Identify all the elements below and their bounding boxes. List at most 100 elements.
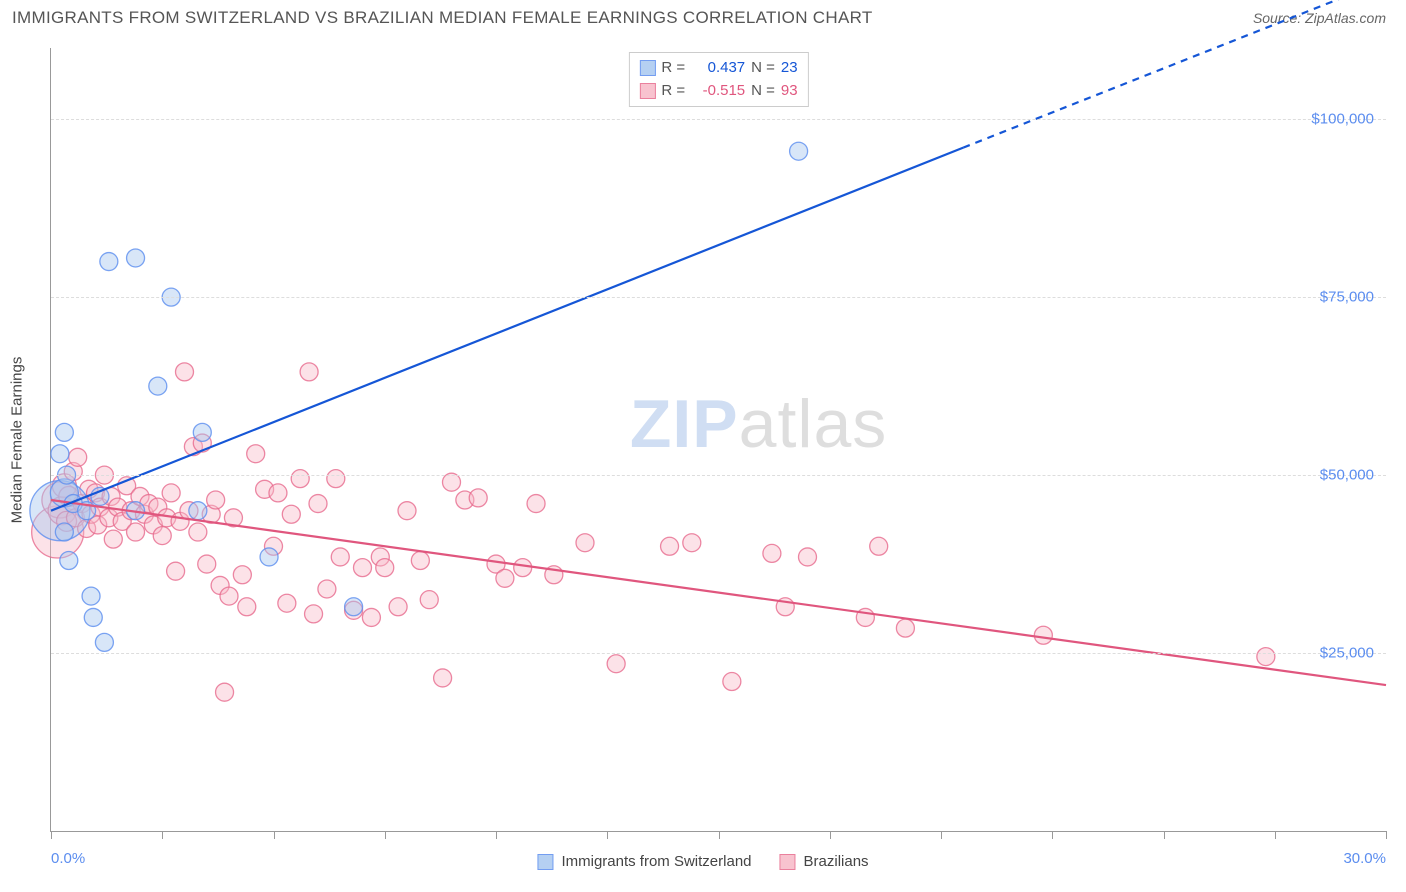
x-tick	[274, 831, 275, 839]
x-tick	[1275, 831, 1276, 839]
data-point	[607, 655, 625, 673]
legend-row-swiss: R = 0.437 N = 23	[639, 57, 797, 80]
data-point	[870, 537, 888, 555]
x-tick	[1164, 831, 1165, 839]
data-point	[260, 548, 278, 566]
r-label: R =	[661, 80, 685, 103]
data-point	[723, 673, 741, 691]
data-point	[576, 534, 594, 552]
data-point	[318, 580, 336, 598]
gridline	[51, 119, 1386, 120]
series-legend: Immigrants from Switzerland Brazilians	[537, 853, 868, 870]
data-point	[683, 534, 701, 552]
data-point	[176, 363, 194, 381]
swatch-swiss	[537, 854, 553, 870]
legend-item-brazil: Brazilians	[780, 853, 869, 870]
data-point	[282, 505, 300, 523]
trend-line	[51, 148, 963, 511]
y-tick-label: $75,000	[1320, 289, 1374, 306]
data-point	[896, 619, 914, 637]
data-point	[763, 544, 781, 562]
swatch-brazil	[780, 854, 796, 870]
x-tick	[385, 831, 386, 839]
chart-header: IMMIGRANTS FROM SWITZERLAND VS BRAZILIAN…	[0, 0, 1406, 32]
n-label: N =	[751, 80, 775, 103]
data-point	[300, 363, 318, 381]
data-point	[220, 587, 238, 605]
data-point	[420, 591, 438, 609]
data-point	[189, 523, 207, 541]
source-attribution: Source: ZipAtlas.com	[1253, 10, 1386, 26]
data-point	[104, 530, 122, 548]
data-point	[149, 377, 167, 395]
data-point	[1034, 626, 1052, 644]
r-label: R =	[661, 57, 685, 80]
data-point	[278, 594, 296, 612]
gridline	[51, 653, 1386, 654]
legend-label-brazil: Brazilians	[804, 853, 869, 870]
source-name: ZipAtlas.com	[1305, 10, 1386, 26]
r-value-brazil: -0.515	[691, 80, 745, 103]
data-point	[82, 587, 100, 605]
data-point	[189, 502, 207, 520]
y-tick-label: $50,000	[1320, 467, 1374, 484]
data-point	[84, 608, 102, 626]
legend-row-brazil: R = -0.515 N = 93	[639, 80, 797, 103]
r-value-swiss: 0.437	[691, 57, 745, 80]
x-tick	[941, 831, 942, 839]
chart-title: IMMIGRANTS FROM SWITZERLAND VS BRAZILIAN…	[12, 8, 873, 28]
x-tick	[1052, 831, 1053, 839]
data-point	[527, 495, 545, 513]
data-point	[127, 249, 145, 267]
data-point	[354, 559, 372, 577]
data-point	[496, 569, 514, 587]
x-tick	[1386, 831, 1387, 839]
x-tick	[496, 831, 497, 839]
data-point	[269, 484, 287, 502]
data-point	[327, 470, 345, 488]
legend-item-swiss: Immigrants from Switzerland	[537, 853, 751, 870]
data-point	[247, 445, 265, 463]
n-value-brazil: 93	[781, 80, 798, 103]
data-point	[345, 598, 363, 616]
data-point	[376, 559, 394, 577]
data-point	[411, 552, 429, 570]
swatch-swiss	[639, 60, 655, 76]
legend-label-swiss: Immigrants from Switzerland	[561, 853, 751, 870]
x-min-label: 0.0%	[51, 850, 85, 867]
x-tick	[51, 831, 52, 839]
n-label: N =	[751, 57, 775, 80]
data-point	[153, 527, 171, 545]
data-point	[398, 502, 416, 520]
data-point	[127, 523, 145, 541]
correlation-legend: R = 0.437 N = 23 R = -0.515 N = 93	[628, 52, 808, 107]
data-point	[69, 448, 87, 466]
data-point	[1257, 648, 1275, 666]
data-point	[790, 142, 808, 160]
data-point	[799, 548, 817, 566]
gridline	[51, 297, 1386, 298]
data-point	[233, 566, 251, 584]
chart-plot-area: Median Female Earnings ZIPatlas R = 0.43…	[50, 48, 1386, 832]
data-point	[167, 562, 185, 580]
x-tick	[830, 831, 831, 839]
x-tick	[607, 831, 608, 839]
data-point	[51, 445, 69, 463]
data-point	[193, 423, 211, 441]
n-value-swiss: 23	[781, 57, 798, 80]
plot-svg	[51, 48, 1386, 831]
trend-line	[51, 500, 1386, 685]
y-axis-label: Median Female Earnings	[9, 356, 26, 523]
y-tick-label: $25,000	[1320, 645, 1374, 662]
data-point	[95, 633, 113, 651]
data-point	[291, 470, 309, 488]
data-point	[238, 598, 256, 616]
gridline	[51, 475, 1386, 476]
data-point	[331, 548, 349, 566]
swatch-brazil	[639, 83, 655, 99]
data-point	[309, 495, 327, 513]
x-tick	[719, 831, 720, 839]
data-point	[305, 605, 323, 623]
data-point	[469, 489, 487, 507]
data-point	[661, 537, 679, 555]
